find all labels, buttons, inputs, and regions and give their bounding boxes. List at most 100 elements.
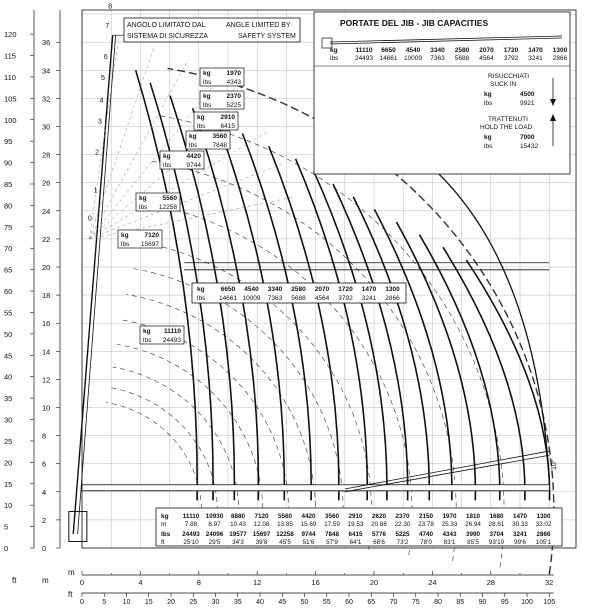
mid-lbs-value: 7363: [268, 295, 283, 302]
jib-panel-kg-value: 1720: [504, 47, 519, 54]
m-tick-label: 18: [42, 291, 50, 300]
bottom-ft-tick-label: 60: [345, 599, 353, 606]
jib-angle-label: 2: [95, 150, 99, 157]
mid-lbs-value: 4564: [315, 295, 330, 302]
hook-curve: [267, 145, 340, 501]
bottom-ft-tick-label: 0: [80, 599, 84, 606]
bottom-m-tick-label: 20: [370, 578, 378, 587]
range-arc: [130, 267, 344, 546]
table-m-value: 13.85: [277, 521, 293, 528]
table-kg-value: 2370: [395, 513, 410, 520]
jib-raised-edge: [344, 450, 550, 490]
capacity-label-kg-unit: kg: [197, 114, 205, 121]
capacity-label-lbs: 6415: [221, 123, 236, 130]
jib-ray: [89, 78, 220, 240]
m-tick-label: 8: [42, 432, 46, 441]
table-ft-value: 85'5: [467, 539, 479, 546]
ft-tick-label: 50: [4, 330, 12, 339]
table-kg-value: 1970: [442, 513, 457, 520]
capacity-label-kg: 1970: [227, 70, 242, 77]
mid-kg-value: 4540: [244, 286, 259, 293]
capacity-label-kg: 2370: [227, 93, 242, 100]
capacity-label-box: [139, 325, 185, 345]
bottom-m-tick-label: 16: [311, 578, 319, 587]
hook-curve: [241, 133, 312, 501]
table-ft-value: 73'2: [397, 539, 409, 546]
ft-tick-label: 105: [4, 94, 17, 103]
ft-tick-label: 15: [4, 480, 12, 489]
crane-structure: [68, 34, 550, 542]
bottom-m-tick-label: 12: [253, 578, 261, 587]
hook-path-curves: [134, 70, 551, 501]
table-lbs-value: 12258: [276, 531, 294, 538]
m-axis-title: m: [42, 576, 49, 585]
bottom-ft-tick-label: 30: [212, 599, 220, 606]
jib-mid-table: kg lbs 6650 14661 4540 10009 3340 7363 2580 568…: [191, 282, 407, 304]
bottom-ft-tick-label: 15: [145, 599, 153, 606]
jib-panel-kg-value: 1300: [553, 47, 568, 54]
capacity-label-kg: 11110: [164, 328, 181, 335]
table-lbs-label: lbs: [161, 531, 171, 538]
table-m-value: 23.78: [418, 521, 434, 528]
suck-in-title-1: RISUCCHIATI: [488, 73, 529, 80]
jib-panel-lbs-value: 24493: [355, 55, 373, 62]
capacity-label-kg: 2910: [221, 114, 236, 121]
table-m-value: 32.02: [536, 521, 552, 528]
bottom-m-tick-label: 28: [487, 578, 495, 587]
table-m-label: m: [161, 521, 166, 528]
jib-panel-kg-value: 4540: [406, 47, 421, 54]
bottom-ft-tick-label: 65: [367, 599, 375, 606]
bottom-ft-tick-label: 20: [167, 599, 175, 606]
ft-tick-label: 30: [4, 416, 12, 425]
table-ft-value: 51'6: [303, 539, 315, 546]
m-tick-label: 32: [42, 94, 50, 103]
table-lbs-value: 5225: [395, 531, 410, 538]
table-ft-value: 64'1: [350, 539, 362, 546]
table-kg-value: 1810: [466, 513, 481, 520]
m-tick-label: 2: [42, 516, 46, 525]
ft-tick-label: 100: [4, 116, 17, 125]
mid-kg-value: 2070: [315, 286, 330, 293]
table-kg-value: 1680: [489, 513, 504, 520]
capacity-label-box: [199, 90, 245, 110]
bottom-m-axis-title: m: [68, 568, 75, 577]
ft-tick-label: 45: [4, 351, 12, 360]
mid-lbs-label: lbs: [197, 295, 206, 302]
table-kg-value: 1300: [536, 513, 551, 520]
table-m-value: 30.33: [512, 521, 528, 528]
table-kg-label: kg: [161, 513, 169, 520]
ft-tick-label: 35: [4, 394, 12, 403]
capacity-label-lbs: 5225: [227, 102, 242, 109]
jib-panel-lbs-value: 14661: [379, 55, 397, 62]
bottom-ft-tick-label: 50: [301, 599, 309, 606]
range-arc: [142, 202, 413, 556]
jib-angle-labels: 0 1 2 3 4 5 6 7 8: [88, 3, 112, 222]
jib-ray: [89, 196, 296, 240]
axes: 0510152025303540455055606570758085909510…: [4, 10, 555, 606]
capacity-label-box: [117, 229, 163, 249]
mid-kg-value: 3340: [268, 286, 283, 293]
hook-curve: [442, 246, 526, 501]
table-lbs-value: 24493: [182, 531, 200, 538]
table-lbs-value: 15697: [253, 531, 271, 538]
bottom-ft-tick-label: 85: [456, 599, 464, 606]
m-tick-label: 20: [42, 263, 50, 272]
capacity-label-kg-unit: kg: [203, 70, 211, 77]
hold-kg-label: kg: [484, 134, 492, 141]
jib-raised: [344, 454, 550, 493]
suck-in-kg: 4500: [520, 91, 535, 98]
main-boom-edge: [77, 35, 116, 534]
jib-panel-lbs-value: 4564: [479, 55, 494, 62]
bottom-m-tick-label: 0: [80, 578, 84, 587]
table-lbs-value: 3990: [466, 531, 481, 538]
plot-frame: [81, 9, 577, 549]
table-kg-value: 10930: [206, 513, 224, 520]
table-lbs-value: 5776: [372, 531, 387, 538]
table-kg-value: 3560: [325, 513, 340, 520]
table-lbs-value: 4740: [419, 531, 434, 538]
ft-tick-label: 70: [4, 244, 12, 253]
jib-angle-label: 0: [88, 216, 92, 223]
